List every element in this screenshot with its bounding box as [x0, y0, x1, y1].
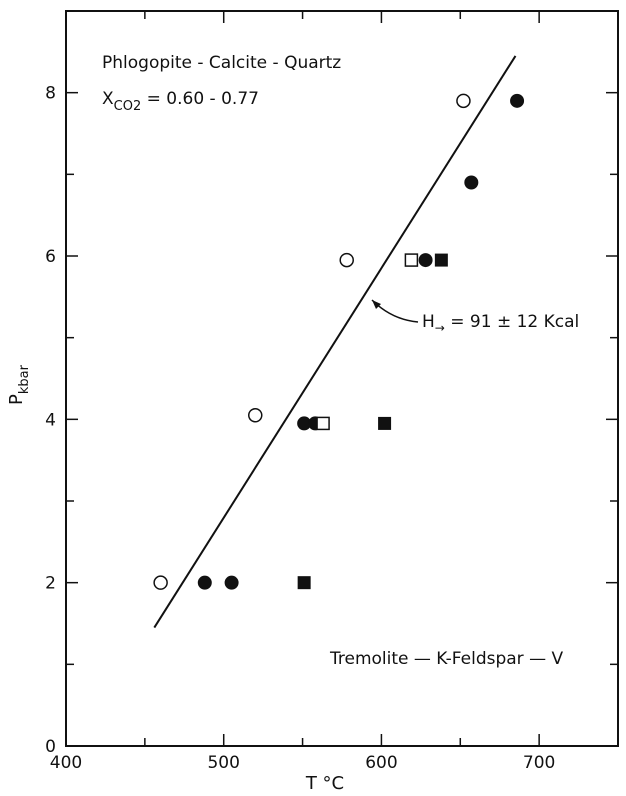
enthalpy-h: H	[422, 312, 435, 332]
lower-field-label: Tremolite — K-Feldspar — V	[329, 649, 563, 669]
x-tick-label: 400	[50, 753, 82, 773]
title-line-2-sub: CO2	[114, 99, 142, 114]
title-line-1: Phlogopite - Calcite - Quartz	[102, 53, 341, 73]
point-filled-circle	[197, 575, 212, 590]
point-open-circle	[248, 408, 263, 423]
y-axis-title-main: P	[6, 394, 27, 405]
x-axis-title: T °C	[305, 773, 344, 794]
point-filled-circle	[224, 575, 239, 590]
data-points	[153, 93, 525, 590]
point-open-circle	[153, 575, 168, 590]
point-filled-square	[297, 576, 311, 590]
x-tick-label: 700	[523, 753, 555, 773]
y-tick-label: 8	[45, 84, 56, 104]
enthalpy-pointer-arrowhead	[372, 300, 381, 309]
point-open-square	[404, 253, 419, 267]
point-filled-circle	[464, 175, 479, 190]
y-tick-label: 2	[45, 574, 56, 594]
axis-ticks	[65, 10, 619, 747]
point-filled-circle	[418, 253, 433, 268]
y-tick-label: 4	[45, 410, 56, 430]
point-open-circle	[456, 93, 471, 109]
enthalpy-value: = 91 ± 12 Kcal	[445, 312, 579, 332]
title-line-2-value: = 0.60 - 0.77	[141, 89, 259, 109]
title-line-2-x: X	[102, 89, 114, 109]
y-axis-title: Pkbar	[6, 364, 32, 405]
point-open-square	[316, 416, 330, 431]
y-tick-label: 0	[45, 737, 56, 757]
point-filled-square	[434, 253, 448, 267]
enthalpy-arrow: →	[435, 321, 445, 335]
y-axis-title-sub: kbar	[17, 364, 32, 394]
point-filled-circle	[510, 93, 525, 108]
plot-frame	[65, 10, 619, 747]
reaction-boundary-line	[153, 55, 517, 629]
y-tick-label: 6	[45, 247, 56, 267]
tick-labels: 400 500 600 700 0 2 4 6 8	[45, 84, 555, 773]
title-line-2: XCO2 = 0.60 - 0.77	[102, 89, 259, 114]
enthalpy-label: H→ = 91 ± 12 Kcal	[422, 312, 579, 335]
point-open-circle	[339, 252, 354, 268]
x-tick-label: 600	[365, 753, 397, 773]
point-filled-square	[378, 416, 392, 430]
x-tick-label: 500	[207, 753, 239, 773]
